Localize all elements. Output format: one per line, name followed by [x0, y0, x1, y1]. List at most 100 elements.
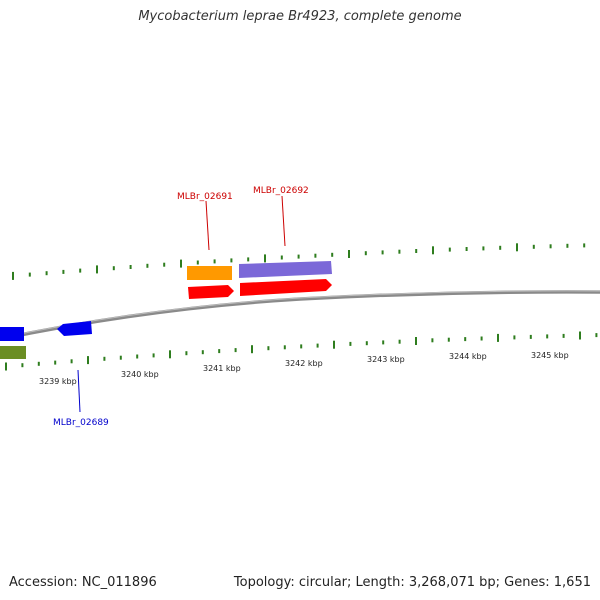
inner-ring-major-tick — [169, 350, 171, 359]
inner-ring-major-tick — [579, 331, 581, 340]
callout-line-mlbr-02691 — [205, 200, 210, 251]
inner-ring-minor-tick — [464, 337, 467, 342]
inner-ring-major-tick — [251, 345, 253, 354]
inner-ring-minor-tick — [300, 344, 303, 349]
scale-label-3242: 3242 kbp — [285, 359, 323, 368]
gene-arrow-blue[interactable] — [57, 321, 92, 336]
inner-ring-minor-tick — [480, 336, 483, 341]
outer-ring-minor-tick — [129, 265, 132, 269]
scale-label-3241: 3241 kbp — [203, 364, 241, 373]
outer-ring-minor-tick — [247, 257, 250, 262]
inner-ring-major-tick — [87, 356, 89, 365]
inner-ring-major-tick — [333, 340, 335, 349]
outer-ring-minor-tick — [196, 260, 199, 265]
gene-arrow-red-2[interactable] — [240, 279, 332, 296]
outer-ring-minor-tick — [28, 272, 31, 277]
outer-ring-minor-tick — [465, 247, 468, 251]
inner-ring-minor-tick — [185, 351, 188, 356]
gene-label-mlbr-02692[interactable]: MLBr_02692 — [253, 186, 309, 196]
outer-ring-minor-tick — [280, 255, 283, 260]
outer-ring-major-tick — [180, 259, 182, 268]
callout-line-mlbr-02692 — [281, 195, 286, 247]
inner-ring-minor-tick — [103, 356, 106, 361]
inner-tick-ring — [5, 331, 598, 371]
scale-label-3244: 3244 kbp — [449, 352, 487, 361]
outer-ring-minor-tick — [314, 253, 317, 258]
outer-ring-minor-tick — [381, 250, 384, 255]
outer-ring-minor-tick — [583, 243, 586, 248]
genome-backbone-highlight — [0, 290, 600, 339]
scale-label-3245: 3245 kbp — [531, 351, 569, 360]
outer-ring-minor-tick — [482, 246, 485, 251]
outer-ring-minor-tick — [45, 271, 48, 276]
inner-ring-minor-tick — [365, 341, 368, 346]
gene-feature-olive-left[interactable] — [0, 346, 26, 359]
inner-ring-minor-tick — [21, 363, 24, 368]
inner-ring-minor-tick — [513, 335, 516, 340]
inner-ring-minor-tick — [447, 337, 450, 342]
gene-label-mlbr-02691[interactable]: MLBr_02691 — [177, 192, 233, 202]
gene-feature-purple[interactable] — [239, 261, 332, 278]
inner-ring-minor-tick — [316, 343, 319, 348]
outer-ring-major-tick — [12, 271, 14, 280]
inner-ring-minor-tick — [562, 333, 565, 338]
gene-arrow-red-1[interactable] — [188, 285, 234, 299]
scale-label-3240: 3240 kbp — [121, 370, 159, 379]
inner-ring-minor-tick — [349, 341, 352, 346]
inner-ring-minor-tick — [382, 340, 385, 345]
outer-ring-major-tick — [348, 250, 350, 258]
gene-feature-blue-left[interactable] — [0, 327, 24, 341]
inner-ring-minor-tick — [529, 334, 532, 339]
outer-ring-minor-tick — [62, 269, 65, 274]
outer-ring-minor-tick — [230, 258, 233, 263]
gene-label-mlbr-02689[interactable]: MLBr_02689 — [53, 418, 109, 428]
outer-tick-ring — [12, 243, 586, 280]
inner-ring-minor-tick — [283, 345, 286, 350]
scale-label-3243: 3243 kbp — [367, 355, 405, 364]
inner-ring-minor-tick — [201, 350, 204, 355]
inner-ring-minor-tick — [218, 349, 221, 354]
callout-line-mlbr-02689 — [77, 369, 81, 413]
outer-ring-minor-tick — [297, 254, 300, 259]
outer-ring-minor-tick — [549, 244, 552, 249]
outer-ring-minor-tick — [532, 244, 535, 249]
inner-ring-major-tick — [497, 333, 499, 342]
inner-ring-minor-tick — [398, 339, 401, 344]
inner-ring-minor-tick — [546, 334, 549, 339]
outer-ring-minor-tick — [398, 249, 401, 254]
outer-ring-minor-tick — [415, 249, 418, 253]
outer-ring-major-tick — [516, 243, 518, 252]
inner-ring-minor-tick — [136, 354, 139, 359]
inner-ring-minor-tick — [119, 355, 122, 360]
outer-ring-major-tick — [432, 246, 434, 255]
inner-ring-major-tick — [415, 337, 417, 345]
outer-ring-minor-tick — [499, 245, 502, 250]
accession-text: Accession: NC_011896 — [9, 575, 157, 590]
feature-track — [0, 261, 332, 359]
inner-ring-minor-tick — [431, 338, 434, 343]
inner-ring-minor-tick — [234, 348, 237, 353]
outer-ring-minor-tick — [79, 268, 82, 273]
outer-ring-minor-tick — [331, 252, 334, 257]
outer-ring-minor-tick — [213, 259, 216, 264]
outer-ring-minor-tick — [112, 266, 115, 271]
outer-ring-minor-tick — [163, 262, 166, 267]
genome-backbone — [0, 290, 600, 341]
gene-feature-orange[interactable] — [187, 266, 232, 280]
inner-ring-major-tick — [5, 362, 7, 371]
genome-title: Mycobacterium leprae Br4923, complete ge… — [138, 9, 462, 24]
inner-ring-minor-tick — [152, 353, 155, 358]
genome-summary-text: Topology: circular; Length: 3,268,071 bp… — [233, 575, 591, 590]
outer-ring-minor-tick — [146, 263, 149, 268]
inner-ring-minor-tick — [37, 361, 40, 366]
outer-ring-minor-tick — [364, 251, 367, 256]
outer-ring-major-tick — [264, 254, 266, 263]
outer-ring-major-tick — [96, 265, 98, 274]
outer-ring-minor-tick — [448, 247, 451, 252]
outer-ring-minor-tick — [566, 243, 569, 248]
inner-ring-minor-tick — [70, 359, 73, 364]
inner-ring-minor-tick — [267, 346, 270, 351]
inner-ring-minor-tick — [54, 360, 57, 365]
inner-ring-minor-tick — [595, 333, 598, 338]
